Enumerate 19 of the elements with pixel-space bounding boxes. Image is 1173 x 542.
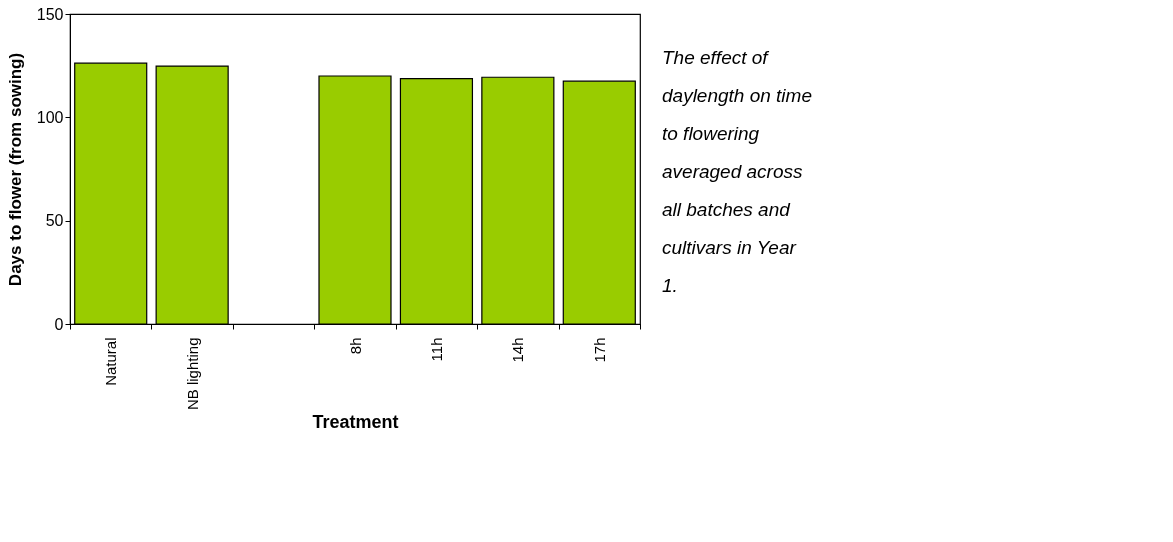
y-tick-label: 100: [36, 108, 64, 126]
y-axis-title: Days to flower (from sowing): [5, 52, 25, 287]
bar: [481, 76, 555, 325]
y-tick-label: 150: [36, 5, 64, 23]
bar: [74, 62, 148, 325]
x-tick-label: 8h: [346, 337, 364, 355]
bar: [562, 80, 636, 325]
x-axis-title: Treatment: [312, 412, 399, 433]
bar: [318, 75, 392, 325]
x-tick-label: 14h: [509, 337, 527, 363]
bar: [155, 65, 229, 325]
x-tick-label: Natural: [102, 337, 120, 386]
x-tick-label: 17h: [590, 337, 608, 363]
x-tick-label: NB lighting: [183, 337, 201, 411]
x-tick-label: 11h: [427, 337, 445, 362]
y-tick-label: 0: [54, 315, 64, 333]
text: The effect of daylength on time to flowering averaged across all batches and cultivars in Year 1.: [662, 47, 812, 296]
y-tick-label: 50: [45, 212, 64, 230]
bar: [399, 78, 474, 325]
